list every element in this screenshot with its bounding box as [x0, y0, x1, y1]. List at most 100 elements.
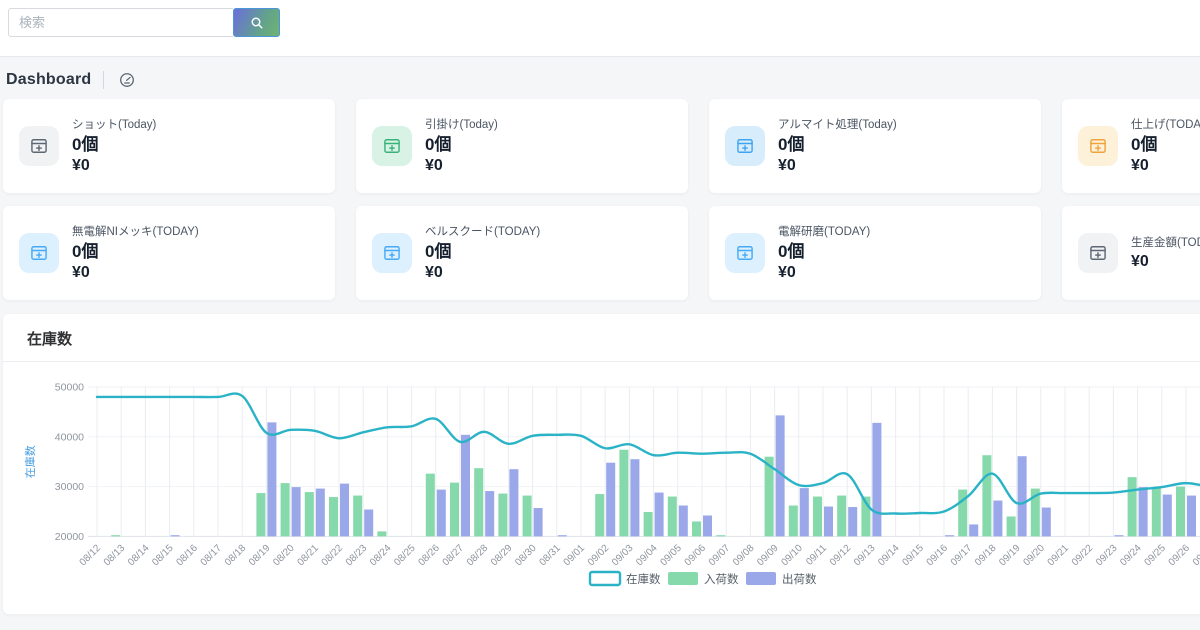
stat-card-count: 0個 — [425, 241, 452, 261]
bar-出荷数[interactable] — [340, 483, 349, 537]
bar-出荷数[interactable] — [533, 508, 543, 537]
search-input[interactable] — [8, 8, 233, 37]
bar-入荷数[interactable] — [837, 495, 847, 537]
stat-card-body: 無電解NIメッキ(TODAY) 0個 ¥0 — [72, 223, 199, 284]
bar-出荷数[interactable] — [1017, 456, 1027, 537]
bar-出荷数[interactable] — [315, 488, 325, 537]
x-tick-label: 08/17 — [199, 542, 225, 568]
bar-出荷数[interactable] — [461, 434, 470, 537]
bar-入荷数[interactable] — [377, 531, 387, 537]
bar-出荷数[interactable] — [945, 535, 954, 537]
bar-入荷数[interactable] — [111, 535, 121, 537]
bar-出荷数[interactable] — [993, 500, 1003, 537]
bar-出荷数[interactable] — [969, 524, 979, 537]
bar-入荷数[interactable] — [256, 493, 266, 537]
bar-入荷数[interactable] — [329, 497, 338, 537]
legend-swatch-出荷数[interactable] — [746, 572, 776, 585]
bar-出荷数[interactable] — [678, 505, 688, 537]
x-tick-label: 08/23 — [344, 542, 370, 568]
bar-出荷数[interactable] — [630, 459, 640, 537]
bar-入荷数[interactable] — [1151, 487, 1161, 537]
bar-出荷数[interactable] — [1162, 494, 1172, 537]
bar-入荷数[interactable] — [958, 489, 968, 537]
bar-出荷数[interactable] — [799, 488, 809, 537]
bar-出荷数[interactable] — [606, 462, 616, 537]
stat-card: 引掛け(Today) 0個 ¥0 — [356, 99, 688, 193]
bar-出荷数[interactable] — [848, 507, 858, 537]
bar-出荷数[interactable] — [267, 422, 277, 537]
x-tick-label: 08/26 — [416, 542, 442, 568]
bar-入荷数[interactable] — [619, 449, 629, 537]
stat-card-body: ベルスクード(TODAY) 0個 ¥0 — [425, 223, 540, 284]
stat-card-label: ベルスクード(TODAY) — [425, 225, 541, 238]
bar-出荷数[interactable] — [872, 422, 882, 537]
legend-swatch-入荷数[interactable] — [668, 572, 698, 585]
x-tick-label: 08/30 — [513, 542, 539, 568]
legend-label[interactable]: 在庫数 — [626, 572, 661, 586]
bar-出荷数[interactable] — [775, 415, 785, 537]
line-在庫数[interactable] — [95, 392, 1200, 515]
bar-出荷数[interactable] — [1187, 495, 1196, 537]
bar-入荷数[interactable] — [522, 495, 532, 537]
x-tick-label: 08/13 — [102, 542, 128, 568]
bar-入荷数[interactable] — [716, 535, 726, 537]
bar-入荷数[interactable] — [353, 495, 363, 537]
bar-入荷数[interactable] — [813, 496, 822, 537]
bar-入荷数[interactable] — [474, 468, 484, 537]
bar-出荷数[interactable] — [509, 469, 519, 537]
machine-calendar-icon — [1078, 233, 1118, 273]
bar-出荷数[interactable] — [654, 492, 664, 537]
bar-入荷数[interactable] — [498, 493, 508, 537]
x-tick-label: 09/10 — [779, 542, 805, 568]
x-tick-label: 09/04 — [634, 542, 660, 568]
bar-入荷数[interactable] — [764, 456, 774, 537]
x-tick-label: 08/28 — [465, 542, 491, 568]
bar-入荷数[interactable] — [982, 455, 992, 537]
y-tick-label: 30000 — [55, 481, 84, 493]
bar-入荷数[interactable] — [1030, 488, 1040, 537]
bar-出荷数[interactable] — [1114, 535, 1124, 537]
bar-入荷数[interactable] — [788, 505, 798, 537]
bar-入荷数[interactable] — [1006, 516, 1016, 537]
bar-入荷数[interactable] — [692, 521, 701, 537]
inventory-section-title: 在庫数 — [3, 314, 1200, 362]
x-tick-label: 08/31 — [537, 542, 563, 568]
bar-入荷数[interactable] — [1127, 477, 1137, 537]
x-tick-label: 08/29 — [489, 542, 515, 568]
bar-出荷数[interactable] — [1138, 487, 1148, 537]
stat-cards-grid: ショット(Today) 0個 ¥0 引掛け(Today) 0個 ¥0 アルマイト… — [3, 99, 1200, 300]
bar-入荷数[interactable] — [1176, 486, 1185, 537]
bar-入荷数[interactable] — [667, 496, 677, 537]
search-button[interactable] — [233, 8, 280, 37]
inventory-chart[interactable]: 20000 30000 40000 50000 08/12 08/13 08/14 08/15… — [3, 362, 1200, 614]
inventory-chart-card: 在庫数 20000 30000 40000 50000 08/12 08/13 08/14 0… — [3, 314, 1200, 614]
bar-出荷数[interactable] — [824, 506, 833, 537]
stat-card-label: 引掛け(Today) — [425, 118, 498, 131]
bar-入荷数[interactable] — [643, 511, 653, 537]
bar-出荷数[interactable] — [485, 491, 495, 537]
bar-出荷数[interactable] — [364, 509, 374, 537]
page-header: Dashboard — [0, 57, 1200, 99]
stat-card-count: 0個 — [72, 134, 99, 154]
bar-出荷数[interactable] — [1041, 507, 1051, 537]
x-tick-label: 09/15 — [900, 542, 926, 568]
bar-出荷数[interactable] — [436, 489, 446, 537]
bar-入荷数[interactable] — [450, 482, 459, 537]
stat-card: アルマイト処理(Today) 0個 ¥0 — [709, 99, 1041, 193]
stat-card-amount: ¥0 — [72, 156, 90, 174]
bar-入荷数[interactable] — [425, 473, 435, 537]
bar-入荷数[interactable] — [861, 496, 871, 537]
bar-出荷数[interactable] — [291, 487, 301, 537]
x-tick-label: 09/18 — [973, 542, 999, 568]
bar-出荷数[interactable] — [703, 515, 712, 537]
legend-label[interactable]: 入荷数 — [704, 572, 739, 586]
bar-出荷数[interactable] — [557, 535, 567, 537]
x-tick-label: 08/15 — [150, 542, 176, 568]
x-tick-label: 08/18 — [223, 542, 249, 568]
legend-label[interactable]: 出荷数 — [782, 572, 817, 586]
bar-入荷数[interactable] — [280, 483, 290, 537]
legend-swatch-在庫数[interactable] — [588, 570, 622, 587]
bar-出荷数[interactable] — [170, 535, 180, 537]
bar-入荷数[interactable] — [304, 492, 314, 537]
bar-入荷数[interactable] — [595, 494, 605, 537]
